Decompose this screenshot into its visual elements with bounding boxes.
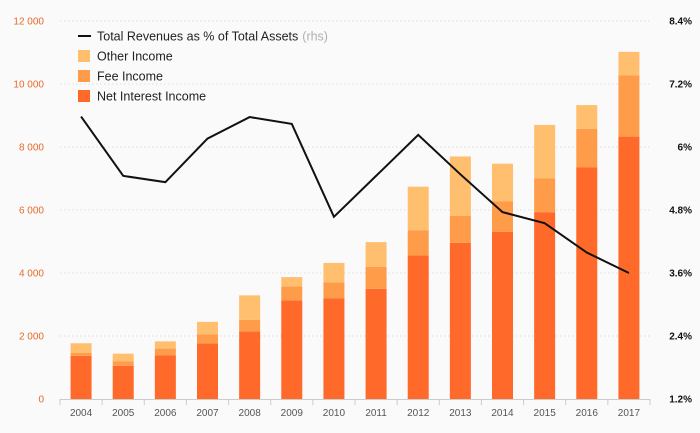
bar-fee-income-2009: [281, 286, 303, 301]
bar-fee-income-2012: [407, 230, 429, 256]
y-tick-label-right: 6%: [678, 143, 693, 154]
bar-net-interest-income-2006: [154, 355, 176, 399]
bar-other-income-2008: [239, 295, 261, 320]
legend-swatch-box: [78, 70, 90, 82]
y-tick-label-right: 2.4%: [669, 332, 692, 343]
y-tick-label-right: 7.2%: [669, 80, 692, 91]
y-tick-label-left: 8 000: [19, 143, 44, 154]
bar-fee-income-2014: [492, 201, 513, 232]
bars: [70, 51, 640, 400]
bar-fee-income-2006: [154, 348, 176, 356]
bar-net-interest-income-2004: [70, 355, 92, 399]
bar-net-interest-income-2007: [197, 343, 218, 399]
y-tick-label-right: 8.4%: [669, 17, 692, 28]
legend-label: Total Revenues as % of Total Assets: [97, 30, 298, 44]
bar-net-interest-income-2005: [112, 365, 134, 399]
y-tick-label-right: 4.8%: [669, 206, 692, 217]
bar-other-income-2016: [576, 105, 598, 129]
y-tick-label-left: 4 000: [19, 269, 44, 280]
bar-net-interest-income-2010: [323, 298, 345, 399]
bar-other-income-2014: [492, 163, 513, 202]
bar-other-income-2006: [154, 341, 176, 349]
y-tick-label-left: 10 000: [13, 80, 44, 91]
bar-fee-income-2017: [618, 75, 640, 137]
bar-other-income-2010: [323, 262, 345, 283]
bar-fee-income-2016: [576, 128, 598, 168]
bar-other-income-2004: [70, 343, 92, 354]
bar-net-interest-income-2014: [492, 231, 513, 399]
legend: Total Revenues as % of Total Assets (rhs)…: [78, 30, 328, 104]
bar-other-income-2017: [618, 51, 640, 76]
revenue-ratio-line: [80, 115, 630, 274]
y-tick-label-left: 2 000: [19, 332, 44, 343]
x-tick-label: 2004: [70, 408, 93, 419]
legend-rhs-suffix: (rhs): [302, 30, 328, 44]
bar-fee-income-2004: [70, 353, 92, 356]
bar-net-interest-income-2015: [534, 212, 556, 399]
legend-label: Net Interest Income: [97, 90, 206, 104]
legend-swatch-box: [78, 50, 90, 62]
y-tick-label-right: 3.6%: [669, 269, 692, 280]
y-tick-label-left: 12 000: [13, 17, 44, 28]
x-tick-label: 2013: [449, 408, 472, 419]
x-tick-label: 2009: [281, 408, 304, 419]
x-tick-label: 2008: [239, 408, 262, 419]
bar-net-interest-income-2008: [239, 331, 261, 399]
bar-other-income-2012: [407, 186, 429, 231]
x-tick-label: 2006: [154, 408, 177, 419]
x-tick-label: 2014: [491, 408, 514, 419]
bar-net-interest-income-2016: [576, 167, 598, 399]
gridlines: [60, 20, 650, 337]
bar-fee-income-2010: [323, 282, 345, 299]
x-tick-label: 2012: [407, 408, 430, 419]
legend-label: Other Income: [97, 50, 173, 64]
bar-net-interest-income-2012: [407, 255, 429, 399]
x-tick-label: 2007: [196, 408, 219, 419]
bar-net-interest-income-2013: [449, 242, 471, 399]
bar-other-income-2005: [112, 353, 134, 362]
bar-other-income-2013: [449, 156, 471, 216]
y-tick-label-left: 6 000: [19, 206, 44, 217]
y-tick-label-right: 1.2%: [669, 395, 692, 406]
bar-other-income-2015: [534, 124, 556, 179]
x-tick-label: 2005: [112, 408, 135, 419]
bar-fee-income-2011: [365, 266, 387, 289]
legend-label: Fee Income: [97, 70, 163, 84]
bar-fee-income-2005: [112, 361, 134, 366]
x-tick-label: 2010: [323, 408, 346, 419]
bar-net-interest-income-2009: [281, 300, 303, 399]
bar-fee-income-2015: [534, 178, 556, 213]
bar-net-interest-income-2017: [618, 136, 640, 400]
bar-fee-income-2007: [197, 334, 218, 344]
bar-other-income-2007: [197, 321, 218, 335]
x-tick-label: 2016: [576, 408, 599, 419]
y-tick-label-left: 0: [38, 395, 44, 406]
bar-net-interest-income-2011: [365, 288, 387, 399]
bar-other-income-2011: [365, 242, 387, 267]
x-tick-label: 2011: [365, 408, 387, 419]
line-total-revenues-pct-assets: [80, 115, 630, 274]
x-tick-label: 2015: [534, 408, 557, 419]
legend-swatch-box: [78, 90, 90, 102]
axes: 0 2 000 4 000 6 000 8 000 10 000 12 000 1.2% 2.4…: [13, 17, 692, 420]
bar-other-income-2009: [281, 277, 303, 287]
x-tick-label: 2017: [618, 408, 641, 419]
bar-fee-income-2013: [449, 215, 471, 243]
bar-fee-income-2008: [239, 319, 261, 332]
